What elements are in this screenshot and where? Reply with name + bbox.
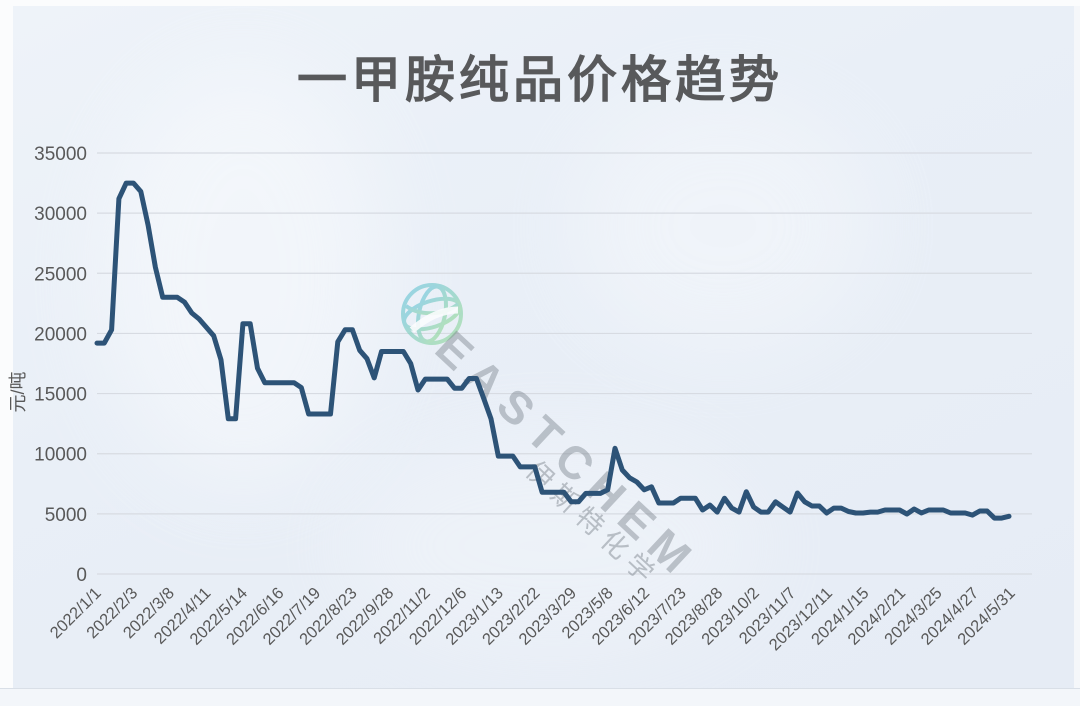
y-tick-label: 0 (76, 565, 87, 586)
y-tick-label: 5000 (45, 505, 87, 526)
background-highlight (573, 96, 873, 356)
right-border-band (1074, 6, 1080, 688)
background-highlight (103, 66, 383, 486)
y-tick-label: 15000 (34, 385, 87, 406)
y-tick-label: 20000 (34, 324, 87, 345)
y-axis-unit-label: 元/吨 (8, 371, 28, 412)
globe-icon (401, 283, 463, 345)
bottom-border-band (0, 688, 1080, 706)
y-tick-label: 25000 (34, 264, 87, 285)
y-tick-label: 35000 (34, 144, 87, 165)
price-line (94, 180, 1012, 521)
y-tick-label: 30000 (34, 204, 87, 225)
background-highlight (343, 436, 763, 656)
page-title: 一甲胺纯品价格趋势 (297, 52, 783, 108)
y-tick-label: 10000 (34, 445, 87, 466)
